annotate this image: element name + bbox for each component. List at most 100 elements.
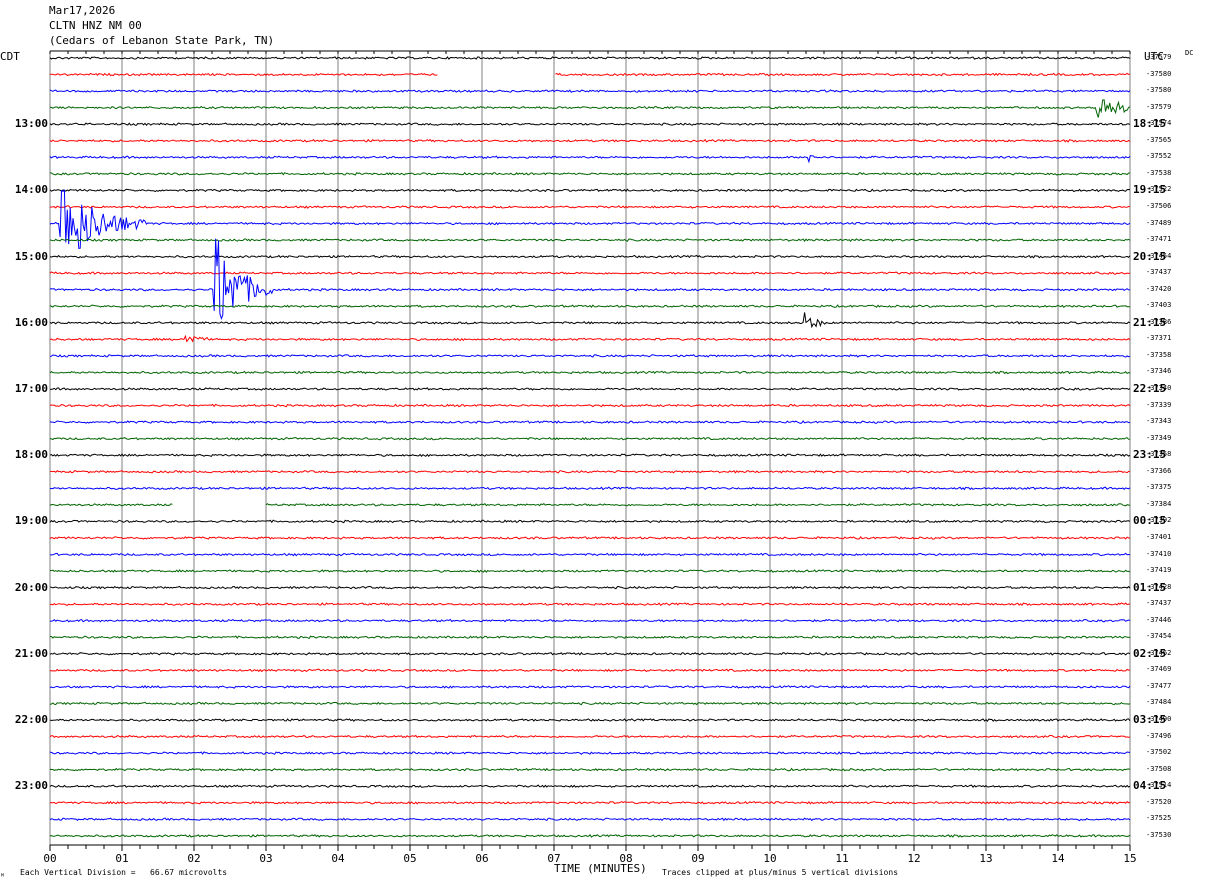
x-tick-label: 09: [691, 852, 705, 865]
row-offset-label: -37384: [1146, 499, 1172, 508]
row-offset-label: -37552: [1146, 152, 1172, 161]
row-offset-label: -37471: [1146, 235, 1172, 244]
x-axis-ticks: [49, 51, 1131, 851]
row-offset-label: -37340: [1146, 384, 1172, 392]
timezone-right: UTC: [1144, 50, 1164, 63]
trace-row-6: [49, 155, 1131, 164]
x-tick-label: 07: [547, 852, 561, 865]
row-offset-label: -37496: [1146, 731, 1172, 740]
row-offset-label: -37410: [1146, 549, 1172, 558]
left-time-label: 15:00: [14, 249, 48, 263]
right-time-label: 18:15: [1133, 117, 1167, 131]
right-time-label: 23:15: [1133, 448, 1167, 462]
left-time-label: 18:00: [14, 448, 48, 462]
x-tick-label: 01: [115, 852, 129, 865]
trace-row-40: [49, 718, 1131, 723]
x-axis-label: TIME (MINUTES): [554, 862, 647, 875]
trace-row-42: [49, 751, 1131, 755]
right-time-label: 19:15: [1133, 183, 1167, 197]
trace-row-33: [50, 602, 1131, 607]
trace-row-23: [49, 436, 1131, 441]
trace-row-16: [49, 312, 1131, 329]
trace-row-20: [49, 387, 1131, 391]
trace-row-7: [49, 171, 1131, 176]
trace-row-41: [49, 734, 1131, 739]
trace-row-0: [49, 56, 1131, 60]
left-time-label: 17:00: [14, 382, 48, 395]
trace-row-12: [49, 254, 1131, 259]
row-offset-label: -37522: [1146, 185, 1172, 194]
x-tick-label: 10: [763, 852, 777, 865]
row-offset-label: -37477: [1146, 681, 1172, 690]
x-tick-label: 00: [43, 852, 57, 865]
row-offset-label: -37454: [1146, 251, 1172, 260]
x-tick-label: 15: [1123, 852, 1137, 865]
timezone-left: CDT: [0, 50, 20, 63]
right-time-label: 20:15: [1133, 249, 1167, 263]
trace-row-5: [49, 138, 1131, 143]
row-offset-label: -37401: [1146, 532, 1172, 541]
row-offset-label: -37446: [1146, 615, 1172, 624]
trace-row-47: [49, 834, 1131, 838]
trace-row-3: [49, 99, 1131, 118]
row-offset-label: -37386: [1146, 317, 1172, 326]
row-offset-label: -37339: [1146, 400, 1172, 409]
right-time-label: 01:15: [1133, 580, 1167, 594]
trace-row-24: [49, 453, 1131, 458]
left-time-label: 16:00: [14, 315, 48, 329]
right-time-label: 03:15: [1133, 713, 1167, 726]
plot-grid: [49, 50, 1131, 846]
trace-row-43: [49, 767, 1131, 772]
trace-row-26: [49, 486, 1131, 491]
trace-row-4: [49, 122, 1131, 127]
trace-row-38: [49, 684, 1131, 689]
x-tick-label: 11: [835, 852, 849, 865]
trace-row-45: [49, 800, 1131, 805]
trace-row-28: [49, 519, 1131, 524]
seismic-traces: [49, 56, 1131, 838]
left-time-label: 23:00: [14, 779, 48, 793]
header-station: CLTN HNZ NM 00: [49, 19, 142, 32]
scale-text: Each Vertical Division = 66.67 microvolt…: [20, 868, 228, 877]
row-offset-label: -37514: [1146, 781, 1172, 790]
trace-row-36: [49, 651, 1131, 656]
row-offset-label: -37428: [1146, 582, 1172, 591]
trace-row-25: [49, 469, 1131, 474]
trace-row-19: [49, 370, 1131, 375]
row-offset-label: -37530: [1146, 830, 1172, 839]
trace-row-44: [49, 784, 1131, 789]
row-offset-label: -37375: [1146, 483, 1172, 492]
trace-row-21: [49, 403, 1131, 408]
x-tick-label: 02: [187, 852, 201, 865]
x-tick-label: 05: [403, 852, 417, 865]
row-offset-label: -37580: [1146, 69, 1172, 78]
trace-row-34: [49, 618, 1131, 623]
trace-row-18: [49, 354, 1131, 358]
x-tick-label: 04: [331, 852, 345, 865]
row-offset-label: -37419: [1146, 566, 1172, 575]
trace-row-39: [49, 701, 1131, 706]
x-tick-label: 03: [259, 852, 273, 865]
row-offset-label: -37580: [1146, 86, 1172, 95]
row-offset-label: -37506: [1146, 201, 1172, 210]
row-offset-label: -37502: [1146, 748, 1172, 757]
x-tick-label: 14: [1051, 852, 1065, 865]
row-offset-label: -37437: [1146, 599, 1172, 608]
trace-row-31: [49, 569, 1131, 573]
left-time-label: 22:00: [14, 713, 48, 726]
x-tick-label: 12: [907, 852, 921, 865]
row-offset-label: -37579: [1146, 102, 1172, 111]
trace-row-22: [49, 420, 1131, 424]
right-time-label: 21:15: [1133, 315, 1167, 329]
row-offset-label: -37343: [1146, 417, 1172, 426]
x-tick-label: 13: [979, 852, 993, 865]
row-offset-label: -37469: [1146, 665, 1172, 674]
row-offset-label: -37349: [1146, 433, 1172, 442]
row-offset-label: -37366: [1146, 466, 1172, 475]
trace-row-46: [49, 817, 1131, 822]
left-time-label: 14:00: [14, 183, 48, 197]
row-offset-label: -37346: [1146, 367, 1172, 376]
trace-row-14: [49, 238, 1131, 320]
row-offset-label: -37525: [1146, 814, 1172, 823]
